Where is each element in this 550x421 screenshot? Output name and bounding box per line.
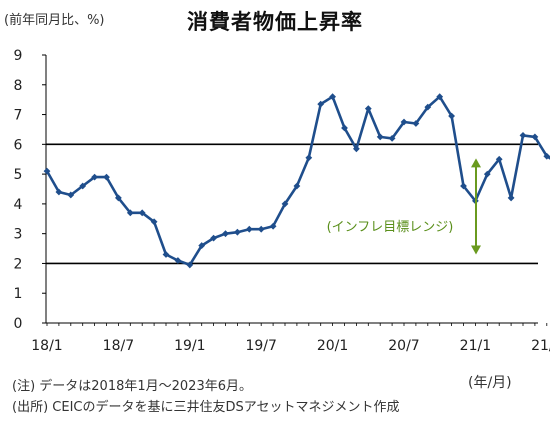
y-tick-label: 7: [14, 108, 23, 124]
x-ticks-layer: 18/118/719/119/720/120/721/121/722/122/7…: [31, 323, 550, 354]
y-tick-label: 3: [14, 227, 23, 243]
arrow-up-icon: [471, 158, 481, 168]
reference-lines-layer: [46, 143, 538, 265]
cpi-data-point: [436, 93, 444, 101]
cpi-data-point: [162, 251, 170, 258]
annotation-layer: (インフレ目標レンジ): [327, 158, 481, 255]
cpi-data-point: [424, 103, 432, 111]
cpi-data-point: [543, 152, 550, 160]
axes-layer: [45, 55, 538, 324]
cpi-data-point: [507, 194, 515, 202]
cpi-data-point: [91, 173, 98, 181]
x-axis-unit-label: (年/月): [468, 375, 512, 391]
cpi-data-point: [55, 188, 63, 196]
y-tick-label: 4: [14, 197, 23, 213]
y-ticks-layer: 0 1 2 3 4 5 6 7 8 9: [14, 48, 46, 332]
x-tick-label: 21/7: [531, 338, 550, 354]
cpi-data-point: [281, 200, 289, 208]
cpi-data-point: [531, 133, 539, 141]
cpi-data-point: [43, 167, 51, 175]
cpi-data-point: [329, 93, 336, 101]
cpi-data-point: [483, 170, 491, 178]
source-note: (出所) CEICのデータを基に三井住友DSアセットマネジメント作成: [12, 400, 400, 415]
cpi-data-point: [186, 261, 194, 269]
cpi-data-point: [412, 120, 420, 127]
y-tick-label: 8: [14, 78, 23, 94]
cpi-data-point: [293, 182, 301, 190]
cpi-data-point: [495, 155, 503, 163]
cpi-data-point: [234, 228, 241, 236]
y-tick-label: 0: [14, 316, 23, 332]
cpi-data-point: [115, 194, 122, 202]
cpi-data-point: [222, 230, 229, 238]
x-tick-label: 20/7: [388, 338, 419, 354]
y-tick-label: 9: [14, 48, 23, 64]
x-tick-label: 18/1: [31, 338, 62, 354]
cpi-data-point: [257, 225, 265, 233]
cpi-data-point: [198, 242, 206, 249]
cpi-data-point: [79, 182, 87, 190]
y-tick-label: 5: [14, 167, 23, 183]
cpi-data-point: [364, 105, 372, 112]
x-tick-label: 20/1: [317, 338, 348, 354]
cpi-data-point: [67, 191, 75, 199]
cpi-data-point: [150, 218, 158, 226]
x-tick-label: 18/7: [103, 338, 134, 354]
inflation-target-label: (インフレ目標レンジ): [327, 220, 454, 235]
cpi-data-point: [376, 133, 384, 141]
y-tick-label: 6: [14, 137, 23, 153]
y-tick-label: 1: [14, 286, 23, 302]
y-tick-label: 2: [14, 256, 23, 272]
cpi-data-point: [103, 173, 110, 181]
cpi-data-point: [353, 145, 360, 153]
cpi-data-point: [519, 132, 527, 139]
cpi-data-point: [460, 182, 467, 190]
cpi-data-point: [400, 118, 408, 126]
cpi-data-point: [210, 234, 217, 242]
x-tick-label: 19/1: [174, 338, 205, 354]
data-period-note: (注) データは2018年1月～2023年6月。: [12, 379, 252, 394]
y-axis-unit-label: (前年同月比、%): [4, 13, 105, 28]
cpi-data-point: [245, 225, 253, 233]
cpi-data-point: [317, 100, 325, 108]
x-tick-label: 21/1: [460, 338, 491, 354]
cpi-data-point: [448, 112, 455, 120]
series-layer: [43, 93, 550, 269]
cpi-data-point: [305, 154, 313, 162]
arrow-down-icon: [471, 245, 481, 255]
cpi-data-point: [269, 222, 277, 230]
x-tick-label: 19/7: [245, 338, 276, 354]
chart-title: 消費者物価上昇率: [187, 10, 363, 34]
cpi-data-point: [138, 209, 146, 217]
cpi-data-point: [388, 134, 396, 142]
cpi-data-point: [174, 257, 182, 264]
cpi-data-point: [341, 124, 348, 132]
cpi-data-point: [126, 209, 134, 217]
cpi-series-line: [45, 95, 550, 267]
